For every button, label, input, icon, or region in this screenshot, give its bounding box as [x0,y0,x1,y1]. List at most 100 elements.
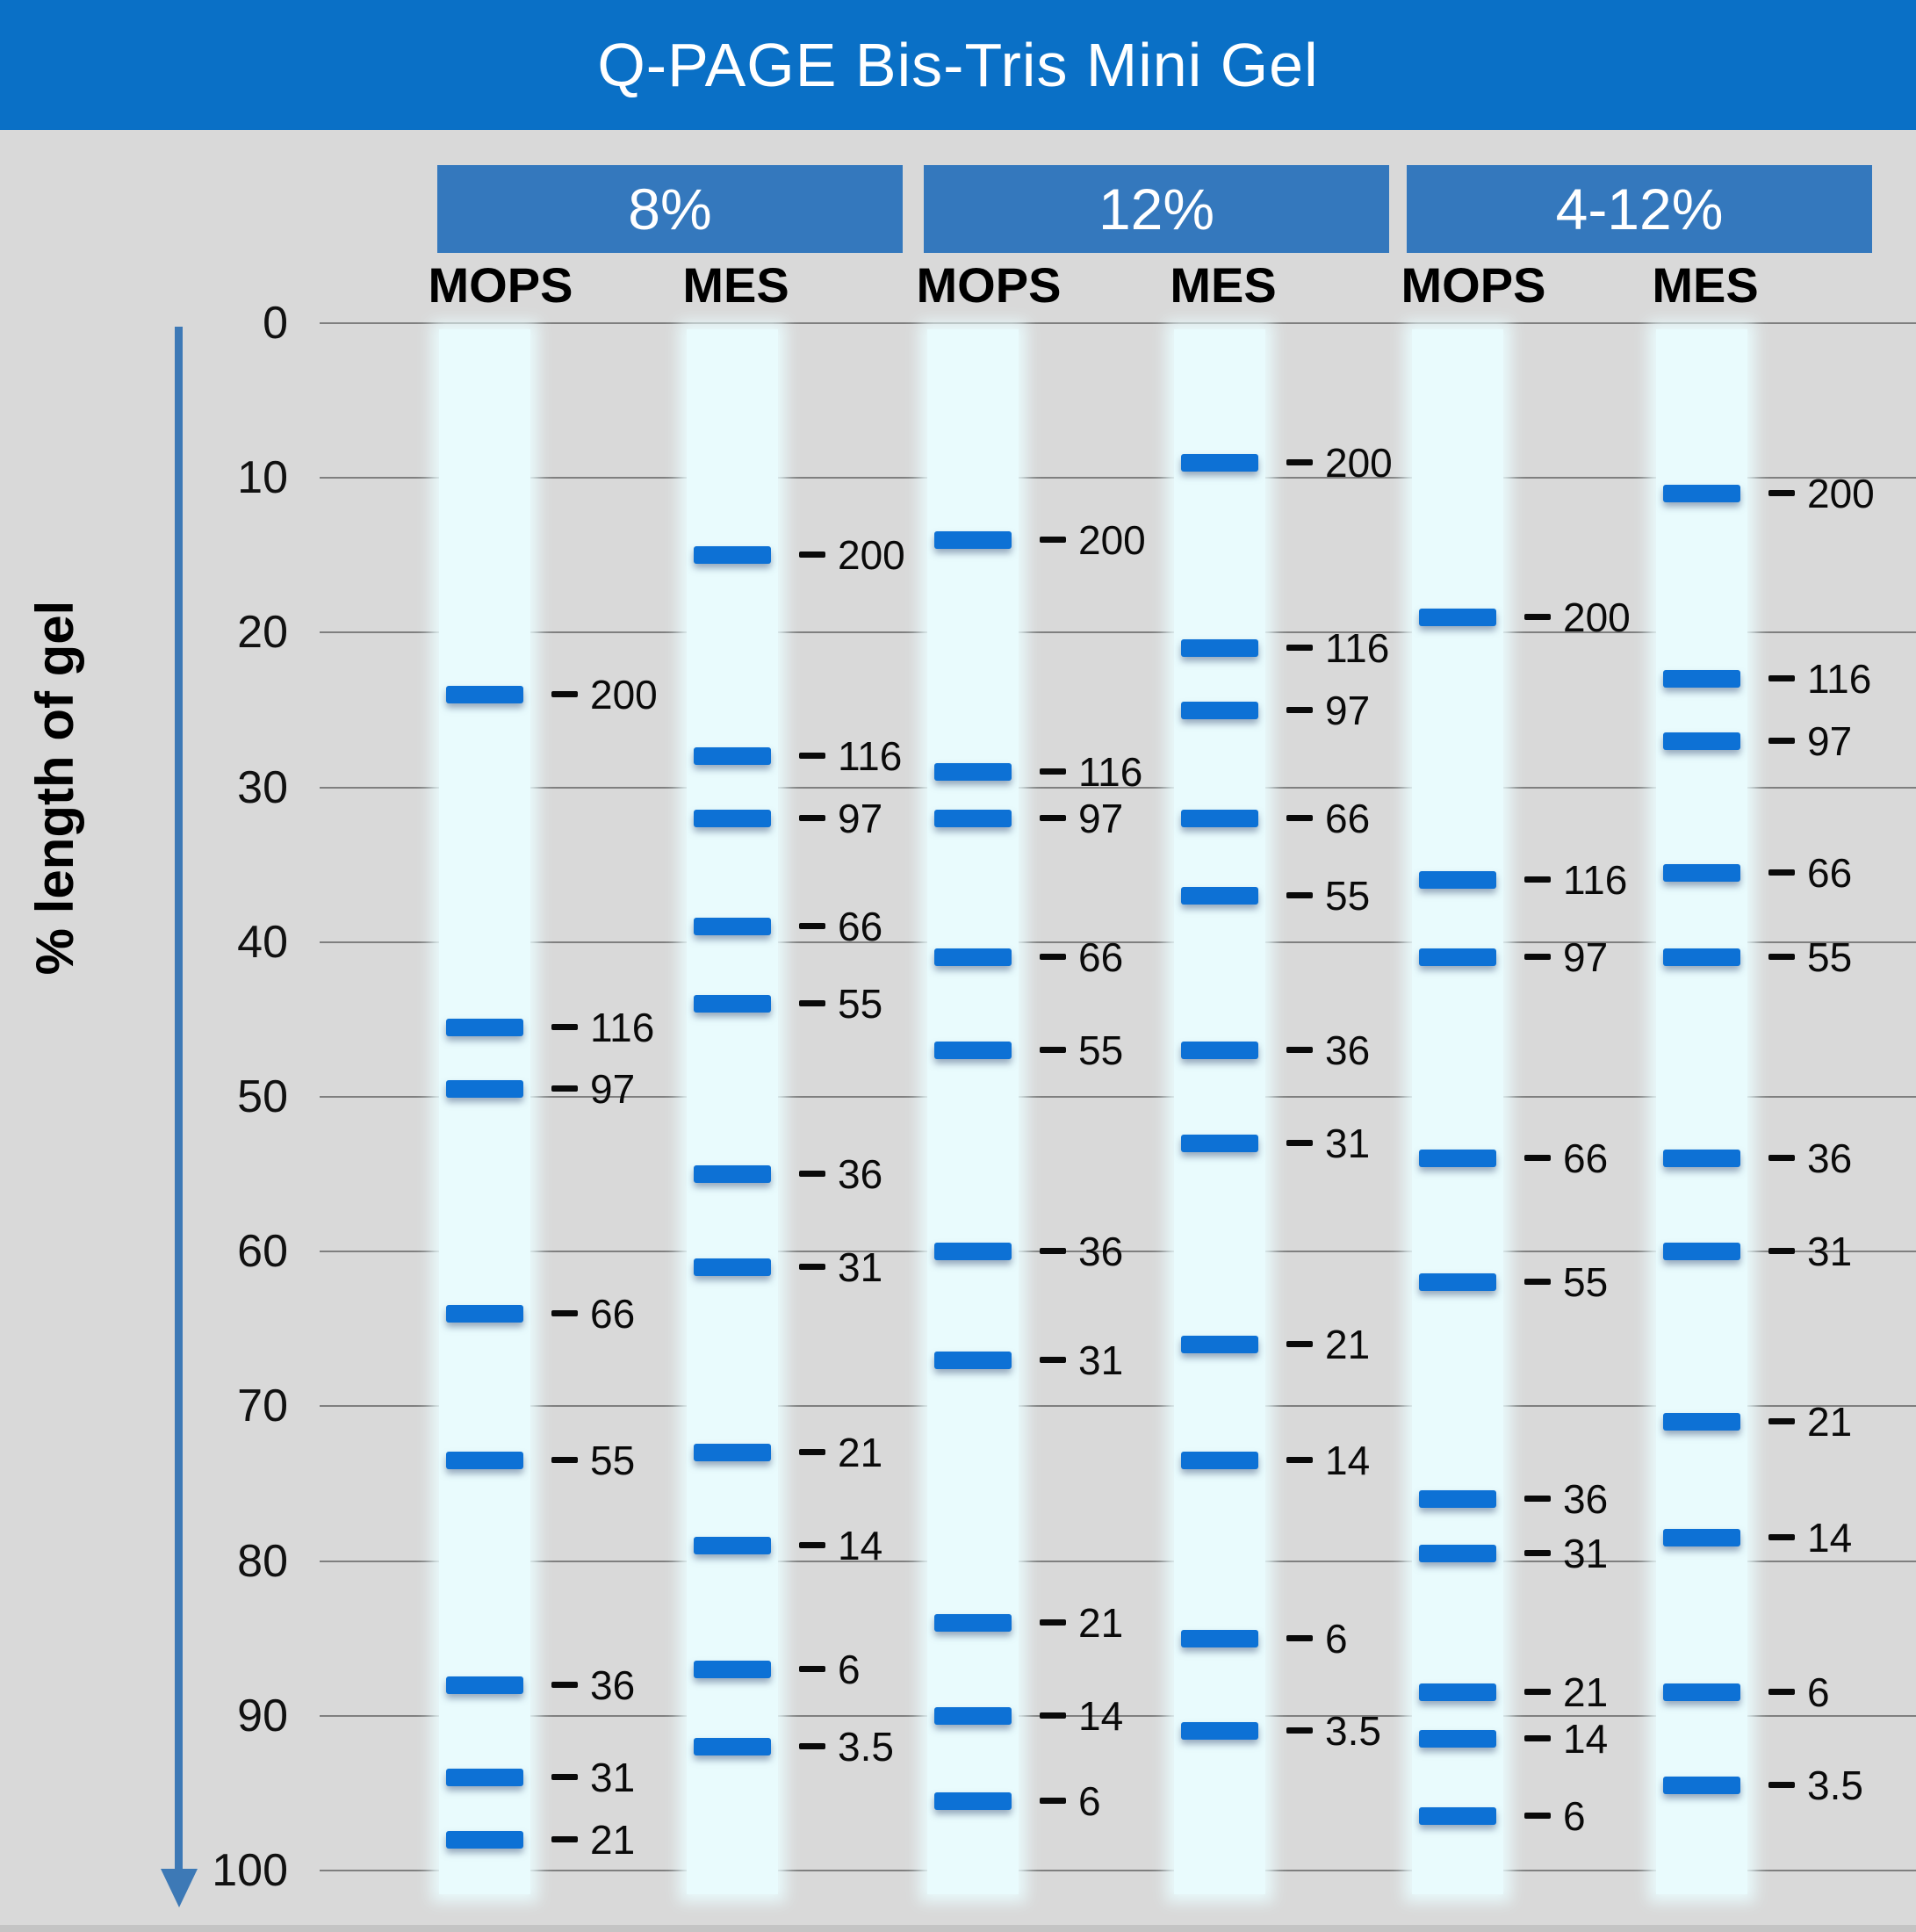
band-label-4-12%-MES-14: 14 [1807,1515,1853,1561]
band-tick-4-12%-MES-3.5 [1768,1782,1795,1789]
y-axis-arrow-down-icon [161,1869,198,1907]
band-8%-MOPS-21 [446,1830,523,1849]
gridline-90 [320,1714,1916,1717]
band-4-12%-MOPS-6 [1419,1807,1496,1826]
group-header-label: 4-12% [1555,177,1724,242]
band-12%-MOPS-31 [934,1351,1012,1369]
band-4-12%-MOPS-66 [1419,1150,1496,1168]
band-tick-12%-MOPS-66 [1040,954,1066,961]
band-label-4-12%-MOPS-14: 14 [1563,1716,1609,1763]
band-tick-4-12%-MOPS-66 [1524,1155,1551,1162]
band-tick-12%-MES-97 [1286,706,1313,713]
band-label-4-12%-MES-21: 21 [1807,1399,1853,1445]
band-12%-MES-116 [1181,639,1258,658]
band-label-8%-MOPS-36: 36 [590,1662,636,1708]
band-12%-MOPS-200 [934,530,1012,549]
band-4-12%-MOPS-55 [1419,1273,1496,1292]
group-header-label: 8% [628,177,712,242]
lane-strip-4-12%-MES [1656,329,1747,1894]
band-tick-8%-MOPS-116 [551,1023,578,1030]
band-tick-4-12%-MOPS-31 [1524,1549,1551,1556]
band-4-12%-MOPS-14 [1419,1730,1496,1748]
band-tick-12%-MOPS-97 [1040,814,1066,821]
band-12%-MES-200 [1181,453,1258,472]
band-label-8%-MES-14: 14 [838,1522,883,1568]
band-4-12%-MES-55 [1663,948,1740,967]
band-4-12%-MOPS-97 [1419,948,1496,967]
band-label-8%-MES-97: 97 [838,795,883,841]
lane-strip-12%-MOPS [927,329,1019,1894]
band-12%-MES-31 [1181,1134,1258,1152]
band-8%-MES-66 [694,918,771,936]
band-4-12%-MOPS-116 [1419,871,1496,890]
band-tick-8%-MOPS-200 [551,690,578,697]
band-8%-MES-21 [694,1444,771,1462]
band-tick-4-12%-MES-55 [1768,954,1795,961]
band-tick-4-12%-MOPS-14 [1524,1735,1551,1742]
band-12%-MES-55 [1181,886,1258,905]
band-tick-12%-MES-55 [1286,891,1313,898]
band-label-4-12%-MOPS-66: 66 [1563,1135,1609,1182]
band-tick-4-12%-MOPS-200 [1524,613,1551,620]
band-8%-MES-6 [694,1660,771,1678]
band-tick-8%-MES-116 [799,753,825,760]
band-tick-12%-MES-3.5 [1286,1727,1313,1734]
y-tick-label-20: 20 [237,607,288,659]
band-12%-MES-14 [1181,1452,1258,1470]
lane-strip-12%-MES [1174,329,1265,1894]
band-8%-MES-200 [694,546,771,565]
band-label-4-12%-MOPS-116: 116 [1563,857,1628,904]
band-label-12%-MOPS-97: 97 [1078,795,1124,841]
y-tick-label-10: 10 [237,452,288,504]
y-tick-label-60: 60 [237,1226,288,1278]
band-tick-12%-MOPS-21 [1040,1619,1066,1626]
band-label-4-12%-MOPS-97: 97 [1563,934,1609,981]
band-12%-MES-36 [1181,1042,1258,1060]
band-tick-8%-MES-66 [799,923,825,930]
y-axis-arrow-line [175,327,183,1871]
band-tick-12%-MOPS-31 [1040,1356,1066,1363]
band-tick-8%-MOPS-66 [551,1309,578,1316]
band-label-12%-MOPS-36: 36 [1078,1229,1124,1275]
band-8%-MOPS-31 [446,1769,523,1787]
band-label-4-12%-MOPS-55: 55 [1563,1259,1609,1306]
band-tick-4-12%-MES-31 [1768,1248,1795,1255]
band-tick-8%-MES-14 [799,1541,825,1548]
y-tick-label-40: 40 [237,916,288,968]
band-8%-MES-116 [694,747,771,766]
gridline-40 [320,941,1916,943]
band-12%-MOPS-6 [934,1791,1012,1810]
band-tick-8%-MES-97 [799,814,825,821]
band-label-8%-MOPS-97: 97 [590,1066,636,1113]
band-12%-MOPS-66 [934,948,1012,967]
band-tick-12%-MOPS-55 [1040,1047,1066,1054]
band-4-12%-MES-21 [1663,1413,1740,1431]
band-label-12%-MOPS-6: 6 [1078,1777,1101,1824]
band-label-12%-MOPS-14: 14 [1078,1692,1124,1739]
band-label-12%-MES-36: 36 [1325,1027,1371,1074]
band-label-12%-MES-200: 200 [1325,439,1393,486]
band-tick-12%-MES-36 [1286,1047,1313,1054]
band-label-4-12%-MOPS-21: 21 [1563,1669,1609,1716]
band-tick-4-12%-MOPS-97 [1524,954,1551,961]
band-tick-8%-MOPS-31 [551,1774,578,1781]
band-label-12%-MES-21: 21 [1325,1321,1371,1367]
y-tick-label-30: 30 [237,761,288,813]
band-tick-4-12%-MOPS-36 [1524,1496,1551,1503]
band-4-12%-MES-36 [1663,1150,1740,1168]
band-label-12%-MOPS-21: 21 [1078,1600,1124,1647]
band-tick-8%-MOPS-21 [551,1835,578,1842]
band-label-8%-MOPS-31: 31 [590,1755,636,1801]
band-tick-8%-MES-31 [799,1263,825,1270]
band-label-4-12%-MOPS-6: 6 [1563,1793,1586,1840]
y-tick-label-90: 90 [237,1690,288,1741]
band-tick-8%-MOPS-36 [551,1681,578,1688]
band-tick-12%-MES-6 [1286,1634,1313,1641]
band-8%-MES-36 [694,1165,771,1184]
gridline-100 [320,1870,1916,1871]
band-label-8%-MOPS-55: 55 [590,1438,636,1484]
band-12%-MES-3.5 [1181,1722,1258,1741]
band-tick-4-12%-MES-6 [1768,1689,1795,1696]
gridline-70 [320,1405,1916,1408]
